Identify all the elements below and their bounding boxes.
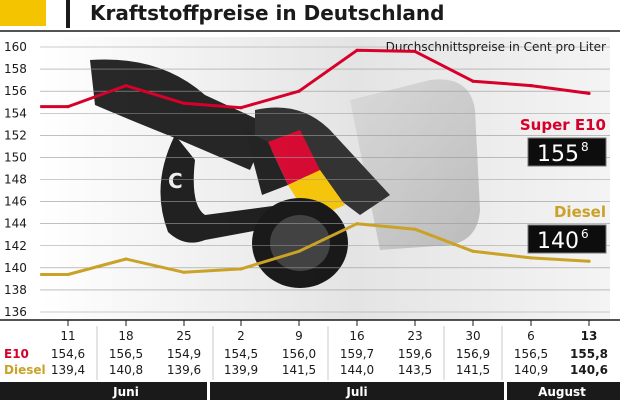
diesel-callout-label: Diesel [554,203,606,221]
month-separator-1 [207,382,210,400]
header-divider [66,0,70,28]
diesel-data-point [182,270,186,274]
e10-value-label: 159,6 [398,347,432,361]
e10-display-frac: 8 [581,140,589,154]
e10-price-display [527,137,607,167]
diesel-data-point [66,272,70,277]
diesel-value-label: 139,9 [224,363,258,377]
e10-data-point [529,84,533,88]
x-tick-label: 9 [295,329,303,343]
e10-value-label: 154,6 [51,347,85,361]
diesel-data-point [124,257,128,261]
e10-data-point [413,49,417,54]
series-lines [40,48,591,277]
x-tick-label: 30 [465,329,480,343]
y-tick-label: 140 [4,261,27,275]
chart-title: Kraftstoffpreise in Deutschland [90,1,444,25]
e10-data-point [66,105,70,109]
e10-value-label: 154,5 [224,347,258,361]
e10-data-point [297,89,301,93]
e10-data-point [471,79,475,83]
diesel-value-label: 140,8 [109,363,143,377]
e10-data-point [124,84,128,88]
e10-callout-label: Super E10 [520,116,606,134]
y-tick-label: 144 [4,217,27,231]
diesel-value-label: 140,9 [514,363,548,377]
month-label-juni: Juni [112,385,139,399]
month-label-august: August [538,385,586,399]
y-tick-label: 142 [4,239,27,253]
y-tick-label: 136 [4,305,27,319]
y-tick-label: 150 [4,150,27,164]
diesel-row-label: Diesel [4,363,46,377]
y-tick-label: 160 [4,40,27,54]
diesel-data-point [355,222,359,226]
y-tick-label: 138 [4,283,27,297]
month-separator-2 [504,382,507,400]
diesel-display-main: 140 [537,229,579,254]
diesel-display-frac: 6 [581,227,589,241]
x-tick-label: 25 [176,329,191,343]
e10-value-label: 156,0 [282,347,316,361]
diesel-value-label: 140,6 [570,363,608,377]
e10-value-label: 155,8 [570,347,608,361]
diesel-data-point [587,259,591,263]
x-axis-ticks: 11 18 25 2 9 16 23 30 6 13 [60,320,597,380]
value-table: 154,6 156,5 154,9 154,5 156,0 159,7 159,6 156,9… [51,347,608,377]
x-tick-label: 11 [60,329,75,343]
diesel-value-label: 143,5 [398,363,432,377]
diesel-data-point [297,249,301,253]
x-tick-label: 16 [349,329,364,343]
y-tick-label: 148 [4,173,27,187]
y-tick-label: 158 [4,62,27,76]
x-tick-label: 13 [581,329,598,343]
month-band [0,382,620,400]
e10-value-label: 156,5 [514,347,548,361]
e10-callout: Super E10 155 8 [520,116,607,167]
x-tick-label: 23 [407,329,422,343]
nozzle-logo-glyph: C [168,169,183,193]
e10-data-point [587,91,591,95]
x-tick-label: 6 [527,329,535,343]
diesel-data-point [471,249,475,253]
e10-value-label: 156,9 [456,347,490,361]
y-tick-label: 154 [4,106,27,120]
e10-row-label: E10 [4,347,29,361]
y-tick-label: 156 [4,84,27,98]
diesel-data-point [413,227,417,231]
month-label-juli: Juli [345,385,367,399]
diesel-callout: Diesel 140 6 [527,203,607,254]
diesel-data-point [529,256,533,260]
e10-value-label: 156,5 [109,347,143,361]
e10-value-label: 154,9 [167,347,201,361]
e10-data-point [182,101,186,105]
diesel-price-display [527,224,607,254]
x-tick-label: 2 [237,329,245,343]
y-axis-ticks: 136 138 140 142 144 146 148 150 152 154 156 158 160 [4,40,27,319]
y-tick-label: 152 [4,128,27,142]
grid-lines [40,46,610,313]
diesel-value-label: 141,5 [282,363,316,377]
chart-subtitle: Durchschnittspreise in Cent pro Liter [386,40,606,54]
diesel-data-point [239,267,243,271]
diesel-value-label: 139,6 [167,363,201,377]
e10-data-point [355,48,359,52]
y-tick-label: 146 [4,195,27,209]
e10-value-label: 159,7 [340,347,374,361]
diesel-value-label: 141,5 [456,363,490,377]
diesel-value-label: 144,0 [340,363,374,377]
e10-data-point [239,106,243,110]
header-accent-block [0,0,46,26]
e10-display-main: 155 [537,142,579,167]
x-tick-label: 18 [118,329,133,343]
diesel-value-label: 139,4 [51,363,85,377]
